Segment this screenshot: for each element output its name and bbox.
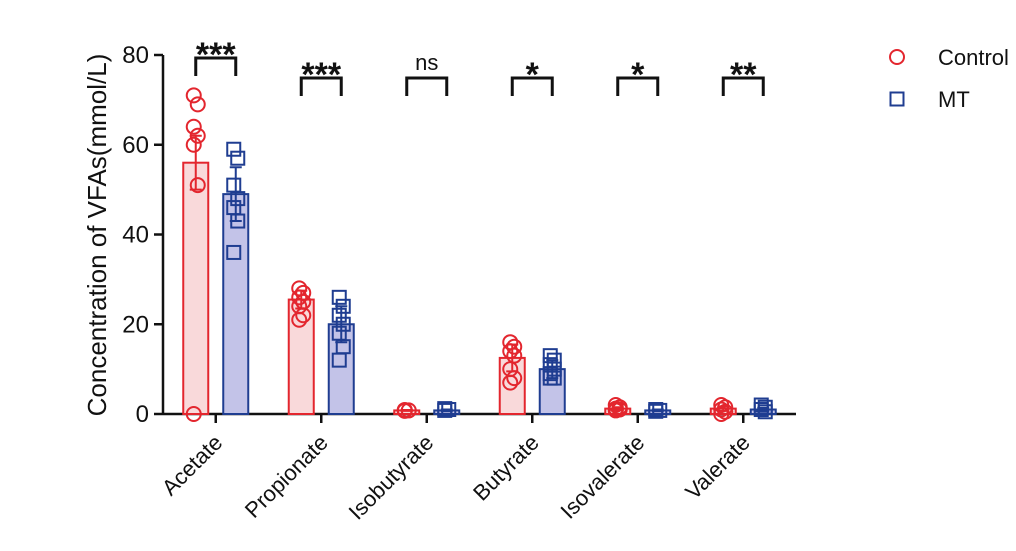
data-point (291, 311, 308, 328)
data-point (335, 298, 351, 314)
data-point (230, 191, 246, 207)
x-tick-label: Acetate (157, 430, 227, 500)
significance-bracket (510, 76, 554, 96)
significance-label: ns (415, 50, 438, 75)
legend-marker (889, 91, 905, 107)
significance-label: *** (196, 36, 236, 74)
significance-label: *** (301, 56, 341, 94)
data-point (226, 141, 242, 157)
data-point (542, 370, 558, 386)
y-tick-label: 0 (136, 401, 149, 428)
data-point (396, 402, 413, 419)
data-point (189, 127, 206, 144)
data-point (230, 213, 246, 229)
data-point (185, 118, 202, 135)
data-point (291, 289, 308, 306)
legend-label: Control (938, 45, 1009, 70)
data-point (506, 370, 523, 387)
x-tick-label: Valerate (680, 430, 754, 504)
y-tick-label: 40 (122, 222, 149, 249)
significance-label: * (631, 56, 645, 94)
significance-bracket (616, 76, 660, 96)
data-point (189, 96, 206, 113)
data-point (189, 177, 206, 194)
data-point (648, 403, 664, 419)
x-tick-label: Isovalerate (556, 430, 650, 524)
data-point (713, 406, 730, 422)
data-point (226, 177, 242, 193)
data-point (185, 87, 202, 104)
data-point (607, 402, 624, 419)
data-point (185, 406, 202, 422)
significance-bracket (194, 56, 238, 76)
data-point (502, 343, 519, 360)
significance-bracket (299, 76, 343, 96)
bar (222, 193, 250, 415)
y-tick-label: 80 (122, 42, 149, 69)
significance-label: ** (730, 56, 757, 94)
x-tick-label: Isobutyrate (344, 430, 439, 525)
data-point (546, 361, 562, 377)
data-point (230, 150, 246, 166)
data-point (331, 289, 347, 305)
data-point (757, 404, 773, 420)
data-point (502, 374, 519, 391)
data-point (335, 316, 351, 332)
y-axis-label: Concentration of VFAs(mmol/L) (82, 54, 112, 417)
x-tick-label: Butyrate (468, 430, 544, 506)
significance-bracket (721, 76, 765, 96)
legend-label: MT (938, 87, 970, 112)
legend-marker (889, 49, 905, 65)
data-point (753, 402, 769, 418)
y-tick-label: 60 (122, 132, 149, 159)
significance-label: * (526, 56, 540, 94)
data-point (437, 402, 453, 418)
data-point (226, 244, 242, 260)
bar (182, 161, 210, 415)
significance-bracket (405, 76, 449, 96)
data-point (331, 352, 347, 368)
data-point (295, 307, 312, 324)
y-tick-label: 20 (122, 311, 149, 338)
x-tick-label: Propionate (240, 430, 333, 523)
data-point (185, 136, 202, 153)
data-point (331, 307, 347, 323)
data-point (506, 338, 523, 355)
